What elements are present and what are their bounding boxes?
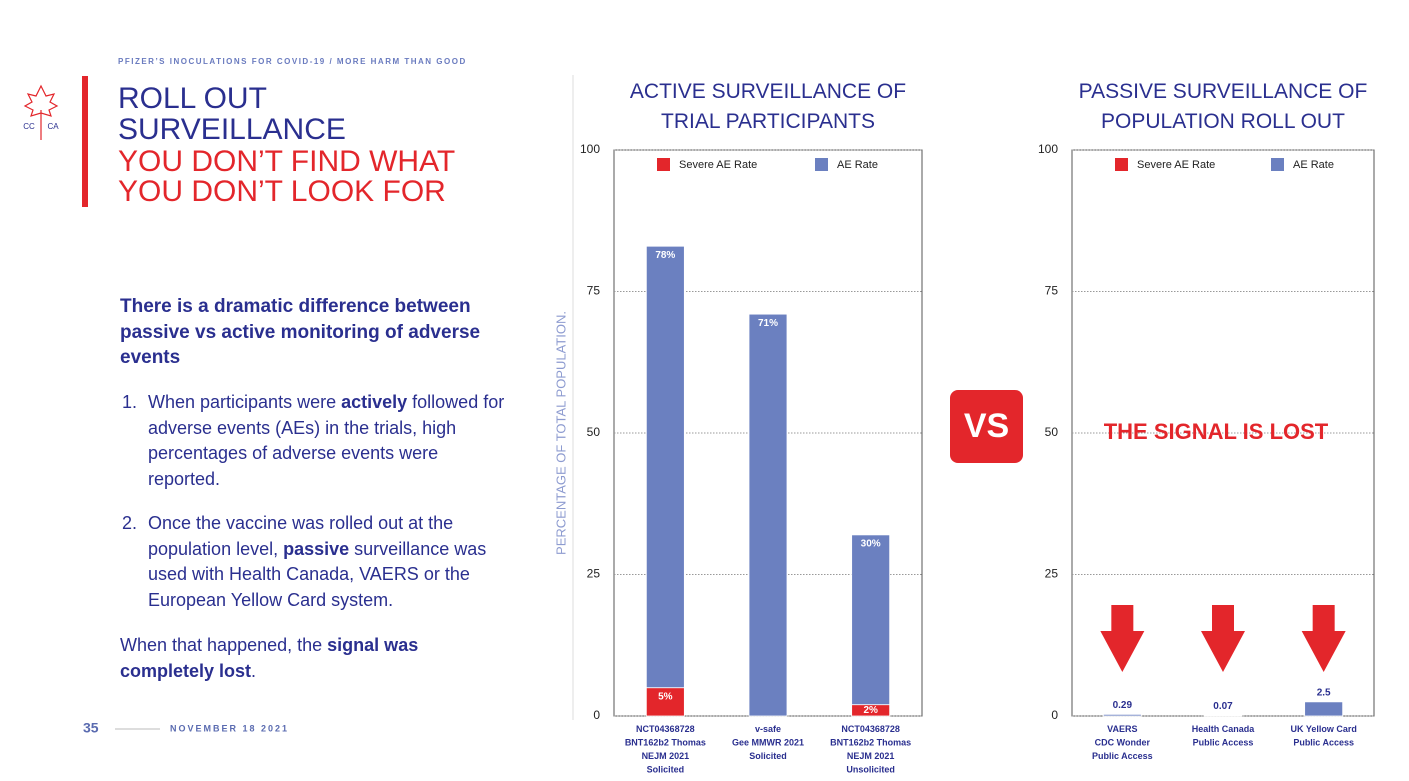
bar-segment: [748, 313, 788, 717]
y-tick-label: 0: [1051, 708, 1058, 722]
value-label: 5%: [658, 691, 673, 702]
y-axis-label: PERCENTAGE OF TOTAL POPULATION.: [553, 311, 568, 555]
text-run: .: [251, 660, 257, 681]
text-run: surveillance was used with Health Canada…: [148, 538, 487, 610]
title-line: YOU DON’T FIND WHAT: [118, 145, 456, 178]
annotation: THE SIGNAL IS LOST: [1104, 419, 1329, 444]
y-tick-label: 25: [1045, 567, 1059, 581]
value-label: 2.5: [1317, 687, 1331, 698]
legend-label: AE Rate: [837, 159, 878, 171]
footer-date: NOVEMBER 18 2021: [170, 723, 289, 733]
legend-label: AE Rate: [1293, 159, 1334, 171]
legend-swatch: [1271, 158, 1284, 171]
y-tick-label: 25: [587, 567, 601, 581]
intro: There is a dramatic difference between p…: [120, 296, 481, 368]
list-text: When participants were actively followed…: [148, 390, 510, 492]
x-tick-label: VAERS CDC Wonder Public Access: [1092, 724, 1153, 761]
conclusion: When that happened, the signal was compl…: [120, 633, 480, 684]
logo-text: CC: [23, 122, 35, 131]
list-text: Once the vaccine was rolled out at the p…: [148, 511, 510, 613]
page-number: 35: [83, 720, 99, 736]
text-run: Once the vaccine was rolled out at the p…: [148, 513, 454, 559]
title-line: ROLL OUT: [118, 82, 267, 115]
legend-swatch: [657, 158, 670, 171]
bar-segment: [1102, 713, 1142, 717]
vs-badge: VS: [950, 390, 1023, 463]
bar-segment: [645, 245, 685, 689]
accent-bar: [82, 76, 88, 207]
logo: [23, 84, 59, 140]
text-run: When that happened, the: [120, 635, 328, 655]
text-run: signal was completely lost: [120, 635, 419, 681]
arrow: [1301, 605, 1346, 672]
title-line: YOU DON’T LOOK FOR: [118, 175, 446, 208]
y-tick-label: 0: [593, 708, 600, 722]
x-tick-label: v-safe Gee MMWR 2021 Solicited: [732, 724, 804, 761]
logo-text: CA: [47, 122, 59, 131]
value-label: 0.07: [1213, 701, 1233, 712]
text-run: actively: [341, 392, 408, 412]
list-item: 1. When participants were actively follow…: [120, 390, 510, 492]
value-label: 2%: [863, 705, 878, 716]
x-tick-label: UK Yellow Card Public Access: [1290, 724, 1356, 748]
bar-segment: [1304, 701, 1344, 717]
text-run: When participants were: [148, 392, 342, 412]
value-label: 30%: [861, 539, 881, 550]
kicker: PFIZER’S INOCULATIONS FOR COVID-19 / MOR…: [118, 57, 467, 66]
y-tick-label: 100: [580, 142, 600, 156]
bar-segment: [851, 534, 891, 706]
list-marker: 2.: [122, 513, 138, 533]
y-tick-label: 75: [1045, 284, 1059, 298]
legend-swatch: [1115, 158, 1128, 171]
bar-segment: [645, 687, 685, 717]
y-tick-label: 75: [587, 284, 601, 298]
chart-title: ACTIVE SURVEILLANCE OF TRIAL PARTICIPANT…: [629, 80, 907, 133]
list-item: 2. Once the vaccine was rolled out at the…: [120, 511, 510, 613]
value-label: 78%: [655, 250, 675, 261]
value-label: 71%: [758, 318, 778, 329]
x-tick-label: NCT04368728 BNT162b2 Thomas NEJM 2021 Unsol…: [830, 724, 911, 775]
y-tick-label: 50: [587, 425, 601, 439]
arrow: [1100, 605, 1145, 672]
x-tick-label: NCT04368728 BNT162b2 Thomas NEJM 2021 Solic…: [625, 724, 706, 775]
y-tick-label: 100: [1038, 142, 1058, 156]
list-marker: 1.: [122, 392, 138, 412]
y-tick-label: 50: [1045, 425, 1059, 439]
legend-label: Severe AE Rate: [1137, 159, 1215, 171]
title-line: SURVEILLANCE: [118, 113, 346, 146]
text-run: passive: [283, 538, 350, 559]
legend-swatch: [815, 158, 828, 171]
legend-label: Severe AE Rate: [679, 159, 757, 171]
arrow: [1201, 605, 1245, 672]
chart-title: PASSIVE SURVEILLANCE OF POPULATION ROLL …: [1078, 80, 1368, 133]
value-label: 0.29: [1113, 700, 1133, 711]
text-run: followed for adverse events (AEs) in the…: [148, 392, 505, 489]
x-tick-label: Health Canada Public Access: [1192, 724, 1256, 748]
